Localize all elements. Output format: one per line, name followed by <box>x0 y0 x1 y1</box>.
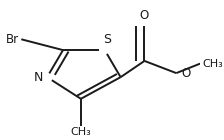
Text: O: O <box>181 67 190 80</box>
Text: O: O <box>140 9 149 22</box>
Text: CH₃: CH₃ <box>71 127 91 136</box>
Text: Br: Br <box>6 33 19 46</box>
Text: N: N <box>34 71 43 84</box>
Text: CH₃: CH₃ <box>202 59 223 69</box>
Text: S: S <box>103 33 111 46</box>
